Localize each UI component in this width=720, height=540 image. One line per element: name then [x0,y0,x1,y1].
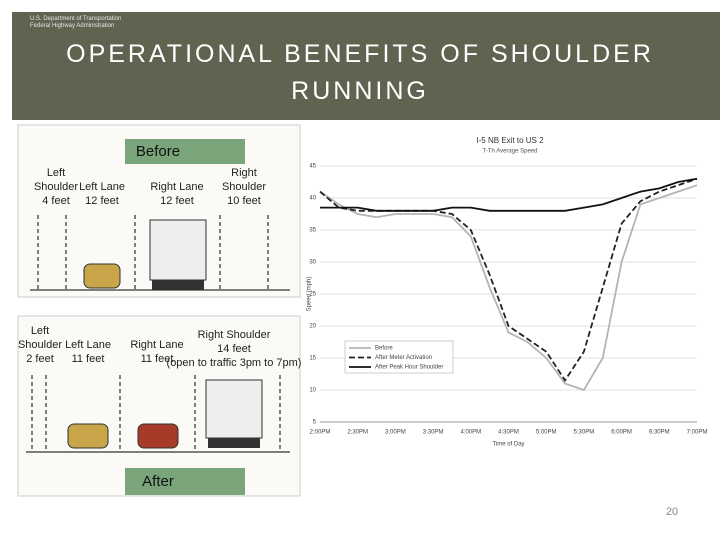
before-tag [125,139,245,164]
x-tick-label: 5:30PM [574,430,595,436]
lane-label: Shoulder [222,181,266,193]
x-tick-label: 2:00PM [310,430,331,436]
lane-label: 12 feet [85,195,119,207]
x-tick-label: 6:00PM [611,430,632,436]
agency-line: U.S. Department of Transportation [30,16,122,22]
x-tick-label: 5:00PM [536,430,557,436]
lane-label: Right Lane [150,181,203,193]
series-line [319,184,698,392]
chart-title: I-5 NB Exit to US 2 [476,136,544,145]
x-tick-label: 3:00PM [385,430,406,436]
chart-panel [305,125,712,515]
lane-label: Shoulder [18,339,62,351]
lane-label: 4 feet [42,195,70,207]
y-tick-label: 25 [309,292,316,298]
y-tick-label: 35 [309,228,316,234]
lane-label: 14 feet [217,343,251,355]
after-label: After [142,473,174,490]
agency: U.S. Department of Transportation Federal… [30,16,121,30]
lane-label: Shoulder [34,181,78,193]
after-road [26,375,290,453]
after-tag [125,468,245,495]
chart-subtitle: T-Th Average Speed [483,149,538,155]
x-tick-label: 3:30PM [423,430,444,436]
lane-label: Left [47,167,65,179]
y-tick-label: 45 [309,164,316,170]
lane-label: Left Lane [79,181,125,193]
x-tick-label: 4:00PM [460,430,481,436]
x-tick-label: 6:30PM [649,430,670,436]
before-label: Before [136,143,180,160]
y-tick-label: 40 [309,196,316,202]
legend-label: After Peak Hour Shoulder [375,365,443,371]
legend-label: Before [375,346,393,352]
slide-title: OPERATIONAL BENEFITS OF SHOULDER RUNNING [66,40,654,105]
lane-label: 2 feet [26,353,54,365]
lane-label: (open to traffic 3pm to 7pm) [167,357,302,369]
y-axis-label: Speed (mph) [307,277,313,312]
y-tick-label: 30 [309,260,316,266]
x-axis-label: Time of Day [492,442,524,448]
x-tick-label: 7:00PM [687,430,708,436]
legend-label: After Meter Activation [375,355,432,361]
y-tick-label: 20 [309,324,316,330]
header-band [12,12,720,120]
lane-label: Left Lane [65,339,111,351]
x-tick-label: 4:30PM [498,430,519,436]
after-vehicles [67,379,263,449]
lane-label: 11 feet [72,353,105,365]
page-number: 20 [666,506,678,518]
lane-label: Left [31,325,49,337]
lane-label: Right [231,167,257,179]
lane-label: Right Lane [130,339,183,351]
lane-label: 12 feet [160,195,194,207]
lane-label: 10 feet [227,195,261,207]
y-tick-label: 10 [309,388,316,394]
lane-label: 11 feet [141,353,174,365]
series-line [320,177,698,212]
y-tick-label: 5 [313,420,317,426]
lane-label: Right Shoulder [198,329,271,341]
x-tick-label: 2:30PM [347,430,368,436]
y-tick-label: 15 [309,356,316,362]
before-vehicles [83,219,207,290]
agency-line: Federal Highway Administration [30,23,115,29]
